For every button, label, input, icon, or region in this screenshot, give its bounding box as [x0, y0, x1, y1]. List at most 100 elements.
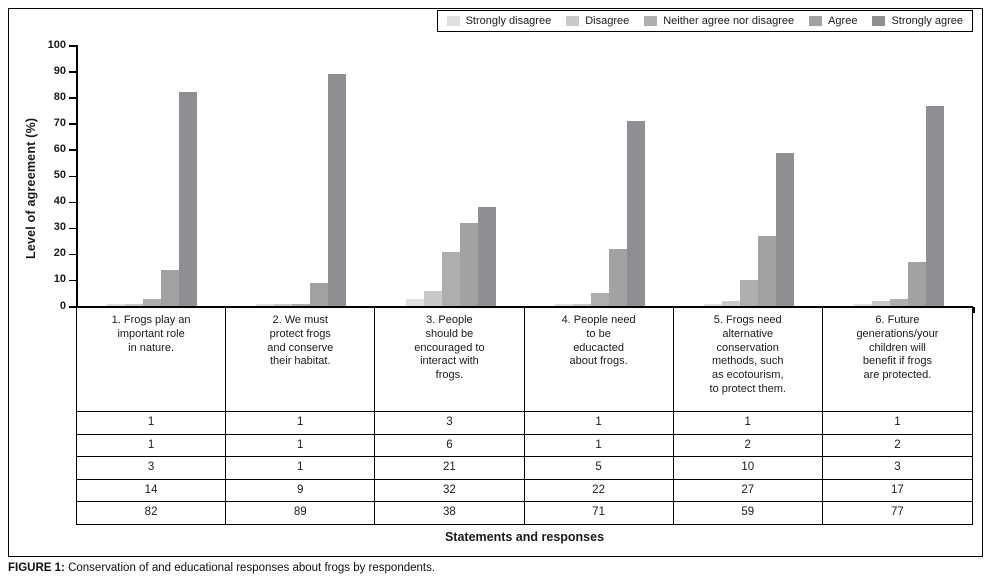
x-axis-tick: [973, 307, 975, 313]
value-cell: 17: [891, 483, 904, 496]
value-cell: 21: [375, 457, 525, 479]
value-cell: 71: [525, 502, 674, 524]
y-axis-tick-label: 10: [53, 273, 66, 286]
legend-item: Strongly disagree: [446, 15, 552, 27]
bar-strongly-agree: [178, 92, 197, 307]
value-cell: 6: [375, 434, 525, 456]
bar-strongly-agree: [477, 207, 496, 307]
legend-item: Agree: [809, 15, 857, 27]
value-cell: 1: [77, 412, 227, 434]
x-axis-title: Statements and responses: [444, 530, 605, 544]
y-axis-tick: [69, 306, 76, 308]
value-cell: 1: [226, 457, 376, 479]
value-cell: 77: [891, 506, 904, 518]
bar-disagree: [124, 303, 143, 307]
statement-cell: 3. People should be encouraged to intera…: [375, 308, 525, 411]
y-axis-title: Level of agreement (%): [24, 117, 38, 259]
y-axis-tick: [69, 175, 76, 177]
bar-agree: [459, 222, 478, 307]
legend-label: Strongly agree: [891, 15, 963, 27]
statement-cell: 1. Frogs play an important role in natur…: [77, 308, 227, 411]
value-cell: 10: [674, 457, 823, 479]
value-cell: 82: [77, 502, 227, 524]
value-cell: 5: [525, 457, 674, 479]
figure-border: Strongly disagree Disagree Neither agree n…: [8, 8, 983, 557]
bar-strongly-disagree: [554, 303, 573, 307]
bar-disagree: [423, 290, 442, 307]
chart-legend: Strongly disagree Disagree Neither agree n…: [436, 10, 973, 32]
legend-item: Disagree: [566, 15, 629, 27]
x-axis-line: [76, 306, 973, 308]
y-axis-tick-label: 80: [53, 90, 66, 103]
legend-label: Agree: [828, 15, 858, 27]
legend-item: Strongly agree: [872, 15, 963, 27]
bar-strongly-disagree: [704, 303, 723, 307]
y-axis-tick: [69, 201, 76, 204]
legend-label: Disagree: [585, 15, 630, 27]
y-axis-tick: [69, 279, 76, 282]
value-cell: 1: [894, 416, 901, 428]
value-cell: 1: [226, 434, 376, 456]
bar-neither-agree-nor-disagree: [740, 280, 759, 307]
value-cell: 1: [525, 434, 674, 456]
data-table: 1. Frogs play an important role in natur…: [76, 308, 973, 525]
legend-label: Neither agree nor disagree: [663, 15, 795, 27]
value-row: 82 89 38 71 59 77: [77, 501, 972, 524]
figure-caption: FIGURE 1: Conservation of and educationa…: [8, 562, 435, 574]
legend-swatch-icon: [644, 16, 658, 26]
y-axis-line: [76, 45, 78, 308]
bar-strongly-agree: [776, 152, 795, 307]
value-cell: 59: [674, 502, 823, 524]
y-axis-tick-label: 90: [53, 64, 66, 77]
figure-caption-text: Conservation of and educational response…: [68, 562, 436, 574]
y-axis-tick-label: 0: [59, 299, 66, 312]
y-axis-tick: [69, 123, 76, 125]
figure-caption-label: FIGURE 1:: [8, 562, 65, 574]
value-cell: 3: [894, 461, 901, 473]
y-axis-tick-label: 30: [53, 221, 66, 234]
bar-neither-agree-nor-disagree: [142, 298, 161, 307]
y-axis-tick: [69, 71, 76, 73]
legend-label: Strongly disagree: [465, 15, 552, 27]
bar-agree: [310, 283, 329, 307]
legend-swatch-icon: [446, 16, 460, 26]
y-axis-tick: [69, 227, 76, 230]
statement-cell: 4. People need to be educacted about fro…: [525, 308, 674, 411]
value-cell: 3: [77, 457, 227, 479]
bar-strongly-agree: [626, 121, 645, 307]
y-axis-tick-label: 20: [53, 247, 66, 260]
value-cell: 9: [226, 479, 376, 501]
bar-agree: [907, 262, 926, 307]
bar-disagree: [871, 301, 890, 307]
y-axis-tick-label: 70: [53, 116, 66, 129]
bar-neither-agree-nor-disagree: [441, 251, 460, 307]
y-axis-tick-label: 50: [53, 169, 66, 181]
bar-agree: [758, 236, 777, 307]
value-cell: 1: [674, 412, 823, 434]
bar-disagree: [274, 303, 293, 307]
value-row: 3 1 21 5 10 3: [77, 456, 972, 479]
bar-agree: [160, 269, 179, 307]
value-cell: 3: [375, 412, 525, 434]
statement-cell: 6. Future generations/your children will…: [856, 314, 939, 382]
y-axis-tick: [69, 97, 76, 99]
bar-strongly-disagree: [405, 298, 424, 307]
bar-agree: [608, 249, 627, 307]
bar-neither-agree-nor-disagree: [889, 298, 908, 307]
y-axis-tick: [69, 149, 76, 151]
legend-swatch-icon: [872, 16, 886, 26]
value-cell: 2: [674, 434, 823, 456]
legend-item: Neither agree nor disagree: [644, 15, 794, 27]
value-cell: 22: [525, 479, 674, 501]
y-axis-tick-label: 40: [53, 195, 66, 208]
statements-row: 1. Frogs play an important role in natur…: [77, 308, 972, 411]
bar-disagree: [572, 303, 591, 307]
value-cell: 2: [894, 438, 901, 451]
value-cell: 38: [375, 502, 525, 524]
bar-disagree: [722, 301, 741, 307]
bar-strongly-agree: [328, 74, 347, 307]
bar-neither-agree-nor-disagree: [590, 293, 609, 307]
